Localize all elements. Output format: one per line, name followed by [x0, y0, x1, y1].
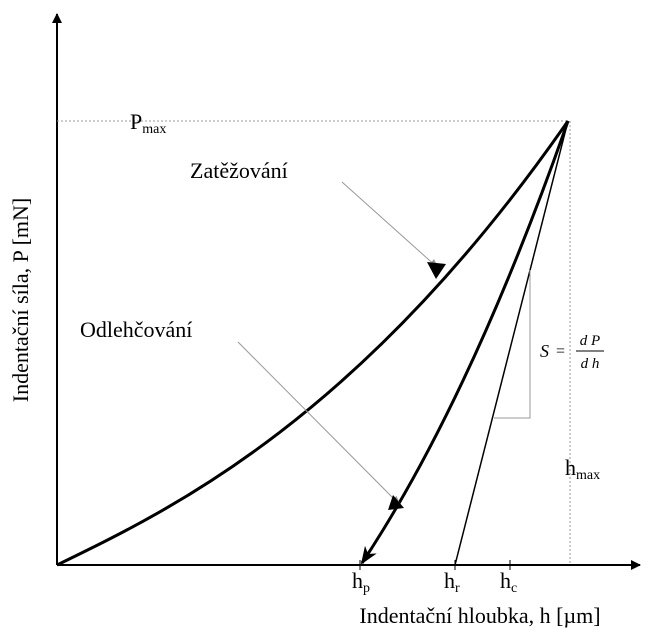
h-r-label: hr [444, 568, 460, 596]
loading-label: Zatěžování [190, 158, 288, 183]
unloading-pointer [237, 341, 401, 506]
h-p-label: hp [352, 568, 370, 596]
formula-denominator: d h [581, 356, 600, 372]
subscript: max [576, 468, 600, 483]
h-c-label: hc [500, 568, 517, 596]
formula-equals: = [556, 343, 565, 360]
symbol: h [565, 455, 576, 480]
subscript: max [142, 122, 166, 137]
symbol: h [500, 568, 511, 593]
loading-curve [56, 120, 570, 567]
p-max-label: Pmax [130, 109, 166, 137]
h-max-label: hmax [565, 455, 600, 483]
axes [52, 13, 641, 570]
formula-numerator: d P [580, 333, 600, 349]
subscript: p [363, 581, 370, 596]
unloading-curve [360, 120, 570, 565]
x-axis-label: Indentační hloubka, h [µm] [359, 603, 600, 628]
guides [57, 120, 571, 565]
formula-lhs: S [540, 341, 549, 361]
stiffness-formula: S = d P d h [540, 333, 604, 372]
symbol: h [352, 568, 363, 593]
subscript: c [511, 581, 517, 596]
subscript: r [455, 581, 460, 596]
unloading-arrowhead [388, 495, 404, 510]
y-axis-label: Indentační síla, P [mN] [8, 198, 33, 402]
symbol: h [444, 568, 455, 593]
loading-pointer [341, 181, 439, 269]
loading-arrowhead [427, 262, 446, 279]
unloading-label: Odlehčování [80, 317, 192, 342]
tangent-line [454, 120, 569, 566]
symbol: P [130, 109, 142, 134]
stiffness-triangle [494, 270, 531, 419]
